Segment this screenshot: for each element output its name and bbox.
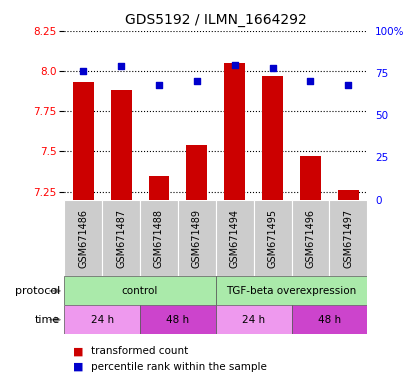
Text: GSM671486: GSM671486 [78, 209, 88, 268]
Text: GSM671494: GSM671494 [230, 209, 240, 268]
Text: GSM671488: GSM671488 [154, 209, 164, 268]
Bar [330, 200, 367, 276]
Text: 24 h: 24 h [242, 314, 265, 325]
Bar [149, 175, 169, 200]
Bar [300, 156, 321, 200]
Bar [338, 190, 359, 200]
Text: transformed count: transformed count [91, 346, 188, 356]
Bar [140, 200, 178, 276]
Text: ■: ■ [73, 362, 83, 372]
Text: GSM671496: GSM671496 [305, 209, 315, 268]
Text: control: control [122, 286, 158, 296]
Point [307, 78, 314, 84]
Text: ■: ■ [73, 346, 83, 356]
Bar [140, 305, 216, 334]
Title: GDS5192 / ILMN_1664292: GDS5192 / ILMN_1664292 [125, 13, 307, 27]
Bar [254, 200, 291, 276]
Point [232, 61, 238, 68]
Text: GSM671489: GSM671489 [192, 209, 202, 268]
Point [193, 78, 200, 84]
Text: time: time [35, 314, 60, 325]
Point [345, 82, 352, 88]
Bar [186, 145, 207, 200]
Bar [102, 200, 140, 276]
Bar [111, 90, 132, 200]
Bar [64, 200, 102, 276]
Text: protocol: protocol [15, 286, 60, 296]
Bar [64, 276, 216, 305]
Point [118, 63, 124, 69]
Point [156, 82, 162, 88]
Bar [178, 200, 216, 276]
Bar [291, 305, 367, 334]
Bar [216, 200, 254, 276]
Text: 48 h: 48 h [166, 314, 190, 325]
Text: GSM671487: GSM671487 [116, 209, 126, 268]
Text: percentile rank within the sample: percentile rank within the sample [91, 362, 267, 372]
Bar [64, 305, 140, 334]
Point [80, 68, 87, 74]
Text: GSM671497: GSM671497 [343, 209, 353, 268]
Text: GSM671495: GSM671495 [268, 209, 278, 268]
Bar [225, 63, 245, 200]
Bar [291, 200, 330, 276]
Bar [216, 305, 291, 334]
Bar [73, 82, 94, 200]
Bar [262, 76, 283, 200]
Text: 24 h: 24 h [90, 314, 114, 325]
Text: TGF-beta overexpression: TGF-beta overexpression [227, 286, 356, 296]
Point [269, 65, 276, 71]
Text: 48 h: 48 h [318, 314, 341, 325]
Bar [216, 276, 367, 305]
